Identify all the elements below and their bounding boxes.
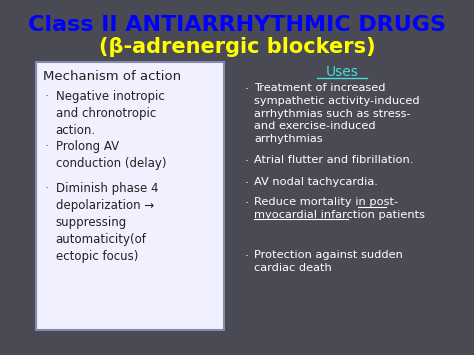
Text: ·: · xyxy=(45,140,49,153)
Text: Reduce mortality in post-
myocardial infarction patients: Reduce mortality in post- myocardial inf… xyxy=(254,197,425,220)
Text: ·: · xyxy=(244,250,248,263)
Text: Treatment of increased
sympathetic activity-induced
arrhythmias such as stress-
: Treatment of increased sympathetic activ… xyxy=(254,83,419,144)
Text: ·: · xyxy=(45,90,49,103)
Text: ·: · xyxy=(45,182,49,195)
Text: Class II ANTIARRHYTHMIC DRUGS: Class II ANTIARRHYTHMIC DRUGS xyxy=(28,15,446,35)
Text: Diminish phase 4
depolarization →
suppressing
automaticity(of
ectopic focus): Diminish phase 4 depolarization → suppre… xyxy=(55,182,158,263)
Text: (β-adrenergic blockers): (β-adrenergic blockers) xyxy=(99,37,375,57)
FancyBboxPatch shape xyxy=(36,62,224,330)
Text: Negative inotropic
and chronotropic
action.: Negative inotropic and chronotropic acti… xyxy=(55,90,164,137)
Text: Prolong AV
conduction (delay): Prolong AV conduction (delay) xyxy=(55,140,166,170)
Text: Mechanism of action: Mechanism of action xyxy=(43,70,182,83)
Text: Atrial flutter and fibrillation.: Atrial flutter and fibrillation. xyxy=(254,155,413,165)
Text: ·: · xyxy=(244,197,248,210)
Text: ·: · xyxy=(244,177,248,190)
Text: ·: · xyxy=(244,155,248,168)
Text: Uses: Uses xyxy=(326,65,359,79)
Text: ·: · xyxy=(244,83,248,96)
Text: Protection against sudden
cardiac death: Protection against sudden cardiac death xyxy=(254,250,403,273)
Text: AV nodal tachycardia.: AV nodal tachycardia. xyxy=(254,177,378,187)
